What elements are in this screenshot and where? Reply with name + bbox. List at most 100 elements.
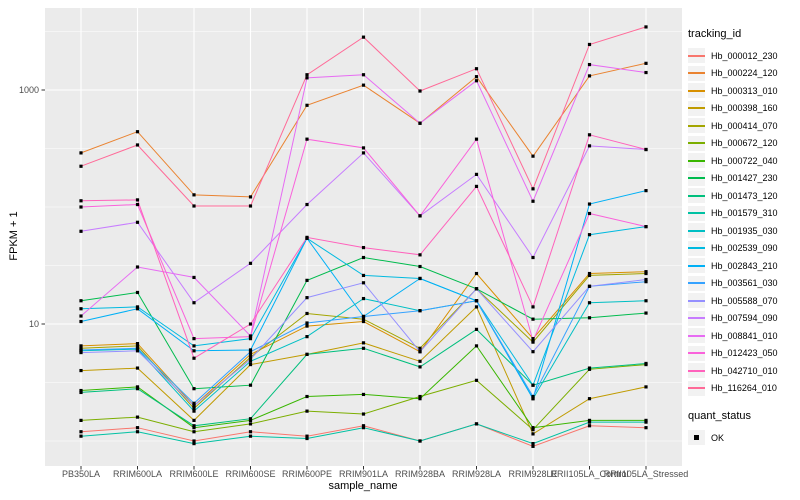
legend-item-label: Hb_000224_120 bbox=[711, 68, 778, 79]
series-line-swatch bbox=[688, 124, 705, 127]
legend-item: Hb_005588_070 bbox=[688, 292, 778, 310]
series-line-swatch bbox=[688, 299, 705, 302]
legend-key bbox=[688, 223, 705, 239]
x-tick-label: RRIM901LA bbox=[338, 469, 389, 479]
legend-item-label: Hb_008841_010 bbox=[711, 330, 778, 341]
legend-key bbox=[688, 135, 705, 151]
series-line-swatch bbox=[688, 317, 705, 320]
legend-item-label: Hb_000398_160 bbox=[711, 103, 778, 114]
legend-key bbox=[688, 205, 705, 221]
legend-item: Hb_042710_010 bbox=[688, 362, 778, 380]
legend-item: Hb_000313_010 bbox=[688, 82, 778, 100]
legend-item: Hb_000398_160 bbox=[688, 100, 778, 118]
legend-item-label: Hb_005588_070 bbox=[711, 295, 778, 306]
legend-key bbox=[688, 310, 705, 326]
legend-item-label: Hb_002843_210 bbox=[711, 260, 778, 271]
series-line-swatch bbox=[688, 229, 705, 232]
legend-item-label: OK bbox=[711, 432, 725, 443]
legend-key bbox=[688, 430, 705, 446]
legend-item: Hb_001473_120 bbox=[688, 187, 778, 205]
series-line-swatch bbox=[688, 387, 705, 390]
y-tick-label: 1000 bbox=[18, 84, 39, 95]
legend-title: tracking_id bbox=[688, 28, 742, 40]
series-line-swatch bbox=[688, 177, 705, 180]
square-marker-icon bbox=[694, 435, 699, 441]
legend-key bbox=[688, 258, 705, 274]
x-axis-title: sample_name bbox=[328, 480, 398, 492]
legend-item: Hb_002539_090 bbox=[688, 240, 778, 258]
x-tick-label: RRIM600SE bbox=[225, 469, 276, 479]
legend-key bbox=[688, 293, 705, 309]
legend-item: Hb_000012_230 bbox=[688, 47, 778, 65]
legend-item: Hb_000414_070 bbox=[688, 117, 778, 135]
legend-item: Hb_001427_230 bbox=[688, 170, 778, 188]
legend-item-label: Hb_116264_010 bbox=[711, 383, 777, 394]
legend-items: Hb_000012_230 Hb_000224_120 Hb_000313_010 H… bbox=[688, 47, 778, 397]
legend-key bbox=[688, 345, 705, 361]
legend-key bbox=[688, 153, 705, 169]
legend-key bbox=[688, 363, 705, 379]
series-line-swatch bbox=[688, 159, 705, 162]
legend-item: Hb_000722_040 bbox=[688, 152, 778, 170]
y-tick-label: 10 bbox=[28, 318, 39, 329]
legend-item-label: Hb_001935_030 bbox=[711, 225, 778, 236]
legend-item: Hb_000224_120 bbox=[688, 65, 778, 83]
legend-key bbox=[688, 170, 705, 186]
legend-item-label: Hb_001427_230 bbox=[711, 173, 778, 184]
legend-item-label: Hb_000313_010 bbox=[711, 85, 778, 96]
legend-item-label: Hb_000414_070 bbox=[711, 120, 778, 131]
legend-key bbox=[688, 48, 705, 64]
x-tick-label: RRIM600LA bbox=[112, 469, 163, 479]
legend-item: Hb_001935_030 bbox=[688, 222, 778, 240]
legend-key bbox=[688, 118, 705, 134]
legend-item: Hb_116264_010 bbox=[688, 380, 778, 398]
x-tick-label: RRIM928LA bbox=[451, 469, 502, 479]
series-line-swatch bbox=[688, 212, 705, 215]
legend-item: Hb_008841_010 bbox=[688, 327, 778, 345]
legend-item-label: Hb_001579_310 bbox=[711, 208, 778, 219]
series-line-swatch bbox=[688, 194, 705, 197]
series-line-swatch bbox=[688, 282, 705, 285]
x-tick-label: RRIM600PE bbox=[281, 469, 333, 479]
x-tick-label: RRIM928LE bbox=[508, 469, 558, 479]
legend: tracking_id Hb_000012_230 Hb_000224_120 Hb… bbox=[688, 28, 778, 447]
legend-item: Hb_003561_030 bbox=[688, 275, 778, 293]
legend-key bbox=[688, 100, 705, 116]
series-line-swatch bbox=[688, 369, 705, 372]
legend-item: Hb_001579_310 bbox=[688, 205, 778, 223]
series-line-swatch bbox=[688, 107, 705, 110]
x-tick-label: RRII105LA_Stressed bbox=[603, 469, 689, 479]
legend-key bbox=[688, 188, 705, 204]
legend-key bbox=[688, 380, 705, 396]
series-line-swatch bbox=[688, 72, 705, 75]
x-tick-label: RRIM600LE bbox=[169, 469, 219, 479]
quant-legend-title: quant_status bbox=[688, 410, 751, 422]
x-tick-label: RRII105LA_Control bbox=[550, 469, 629, 479]
series-line-swatch bbox=[688, 247, 705, 250]
legend-item: Hb_000672_120 bbox=[688, 135, 778, 153]
quant-status-legend: quant_status OK bbox=[688, 410, 778, 447]
series-line-swatch bbox=[688, 352, 705, 355]
legend-item: Hb_002843_210 bbox=[688, 257, 778, 275]
legend-item-label: Hb_000012_230 bbox=[711, 50, 778, 61]
legend-item: Hb_012423_050 bbox=[688, 345, 778, 363]
legend-key bbox=[688, 83, 705, 99]
series-line-swatch bbox=[688, 54, 705, 57]
legend-item-label: Hb_003561_030 bbox=[711, 278, 778, 289]
legend-key bbox=[688, 275, 705, 291]
legend-item-label: Hb_000672_120 bbox=[711, 138, 778, 149]
series-line-swatch bbox=[688, 142, 705, 145]
legend-item-label: Hb_012423_050 bbox=[711, 348, 778, 359]
legend-item-label: Hb_001473_120 bbox=[711, 190, 778, 201]
series-line-swatch bbox=[688, 334, 705, 337]
legend-key bbox=[688, 240, 705, 256]
legend-item: OK bbox=[688, 429, 778, 447]
legend-key bbox=[688, 328, 705, 344]
legend-key bbox=[688, 65, 705, 81]
x-tick-label: RRIM928BA bbox=[394, 469, 446, 479]
legend-item-label: Hb_007594_090 bbox=[711, 313, 778, 324]
series-line-swatch bbox=[688, 264, 705, 267]
x-tick-label: PB350LA bbox=[61, 469, 101, 479]
